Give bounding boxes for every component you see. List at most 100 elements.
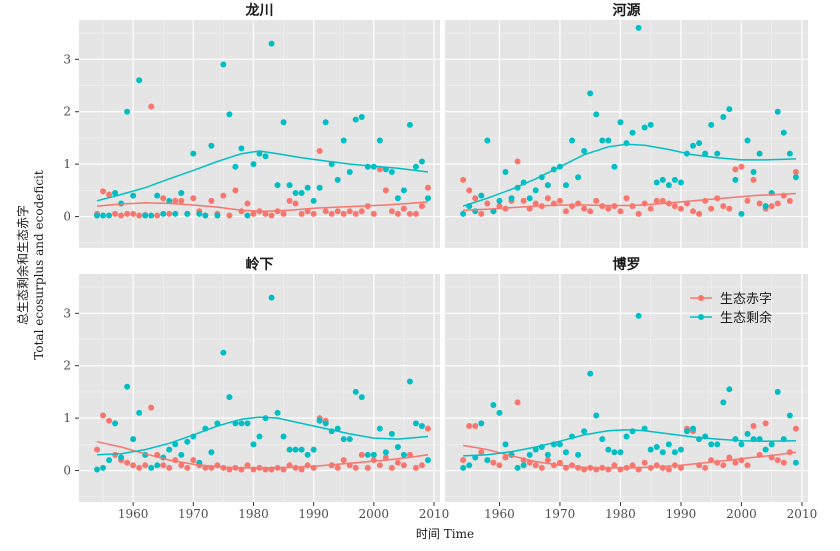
surplus-point bbox=[424, 457, 431, 464]
deficit-point bbox=[364, 464, 371, 471]
x-tick-label: 1980 bbox=[238, 507, 269, 521]
x-axis-title: 时间 Time bbox=[416, 527, 474, 541]
surplus-point bbox=[304, 184, 311, 191]
surplus-point bbox=[298, 189, 305, 196]
surplus-point bbox=[792, 174, 799, 181]
surplus-point bbox=[178, 451, 185, 458]
deficit-point bbox=[611, 462, 618, 469]
surplus-point bbox=[208, 142, 215, 149]
panel-title: 河源 bbox=[613, 2, 641, 19]
deficit-point bbox=[106, 191, 113, 198]
panel-title: 龙川 bbox=[245, 2, 274, 19]
surplus-point bbox=[599, 137, 606, 144]
deficit-point bbox=[756, 200, 763, 207]
surplus-point bbox=[352, 388, 359, 395]
deficit-trend-line bbox=[96, 440, 429, 469]
surplus-point bbox=[671, 449, 678, 456]
deficit-point bbox=[190, 195, 197, 202]
deficit-point bbox=[647, 205, 654, 212]
deficit-point bbox=[298, 466, 305, 473]
surplus-point bbox=[581, 148, 588, 155]
surplus-point bbox=[130, 192, 137, 199]
surplus-point bbox=[262, 153, 269, 160]
surplus-point bbox=[382, 449, 389, 456]
deficit-point bbox=[388, 464, 395, 471]
deficit-point bbox=[262, 210, 269, 217]
surplus-point bbox=[587, 370, 594, 377]
deficit-point bbox=[424, 425, 431, 432]
deficit-point bbox=[726, 454, 733, 461]
surplus-point bbox=[100, 212, 107, 219]
surplus-point bbox=[526, 451, 533, 458]
surplus-point bbox=[508, 195, 515, 202]
deficit-point bbox=[478, 449, 485, 456]
deficit-point bbox=[569, 203, 576, 210]
surplus-point bbox=[310, 197, 317, 204]
surplus-point bbox=[400, 187, 407, 194]
deficit-point bbox=[130, 462, 137, 469]
surplus-point bbox=[617, 119, 624, 126]
surplus-point bbox=[744, 137, 751, 144]
deficit-point bbox=[124, 459, 131, 466]
surplus-point bbox=[346, 169, 353, 175]
deficit-point bbox=[154, 212, 161, 219]
deficit-point bbox=[532, 462, 539, 469]
deficit-trend-line bbox=[463, 192, 796, 212]
deficit-point bbox=[190, 457, 197, 464]
surplus-point bbox=[172, 210, 179, 217]
deficit-point bbox=[744, 197, 751, 204]
surplus-point bbox=[256, 433, 263, 440]
deficit-point bbox=[641, 459, 648, 466]
surplus-point bbox=[593, 111, 600, 118]
surplus-point bbox=[376, 137, 383, 144]
surplus-point bbox=[292, 189, 299, 196]
surplus-point bbox=[412, 420, 419, 427]
surplus-point bbox=[569, 137, 576, 144]
deficit-point bbox=[334, 208, 341, 215]
deficit-point bbox=[250, 210, 257, 217]
deficit-point bbox=[732, 166, 739, 173]
deficit-point bbox=[514, 399, 521, 406]
deficit-point bbox=[166, 464, 173, 471]
surplus-point bbox=[665, 441, 672, 448]
y-tick-label: 1 bbox=[63, 411, 71, 425]
deficit-point bbox=[298, 210, 305, 217]
deficit-point bbox=[232, 187, 239, 194]
surplus-point bbox=[406, 378, 413, 385]
surplus-point bbox=[412, 163, 419, 170]
deficit-point bbox=[292, 200, 299, 207]
deficit-point bbox=[376, 462, 383, 469]
deficit-point bbox=[208, 197, 215, 204]
surplus-point bbox=[358, 113, 365, 120]
deficit-point bbox=[220, 192, 227, 199]
surplus-point bbox=[605, 446, 612, 453]
y-axis-title-en: Total ecosurplus and ecodeficit bbox=[32, 170, 46, 360]
x-tick-label: 2000 bbox=[359, 507, 390, 521]
deficit-point bbox=[328, 210, 335, 217]
surplus-point bbox=[358, 394, 365, 401]
y-tick-label: 0 bbox=[63, 464, 71, 478]
deficit-point bbox=[774, 457, 781, 464]
surplus-point bbox=[118, 454, 125, 461]
deficit-point bbox=[502, 454, 509, 461]
surplus-point bbox=[406, 121, 413, 128]
surplus-point bbox=[178, 189, 185, 196]
deficit-point bbox=[400, 462, 407, 469]
surplus-point bbox=[208, 449, 215, 456]
surplus-point bbox=[280, 433, 287, 440]
surplus-point bbox=[690, 425, 697, 432]
surplus-point bbox=[202, 212, 209, 219]
deficit-point bbox=[569, 462, 576, 469]
x-tick-label: 1990 bbox=[666, 507, 697, 521]
x-tick-label: 1990 bbox=[298, 507, 329, 521]
surplus-point bbox=[496, 197, 503, 204]
deficit-point bbox=[304, 208, 311, 215]
panel-strip bbox=[445, 255, 808, 274]
surplus-point bbox=[720, 113, 727, 120]
surplus-point bbox=[280, 119, 287, 126]
surplus-point bbox=[400, 451, 407, 458]
deficit-point bbox=[358, 208, 365, 215]
legend-label: 生态剩余 bbox=[720, 310, 772, 326]
deficit-point bbox=[720, 462, 727, 469]
deficit-point bbox=[544, 457, 551, 464]
